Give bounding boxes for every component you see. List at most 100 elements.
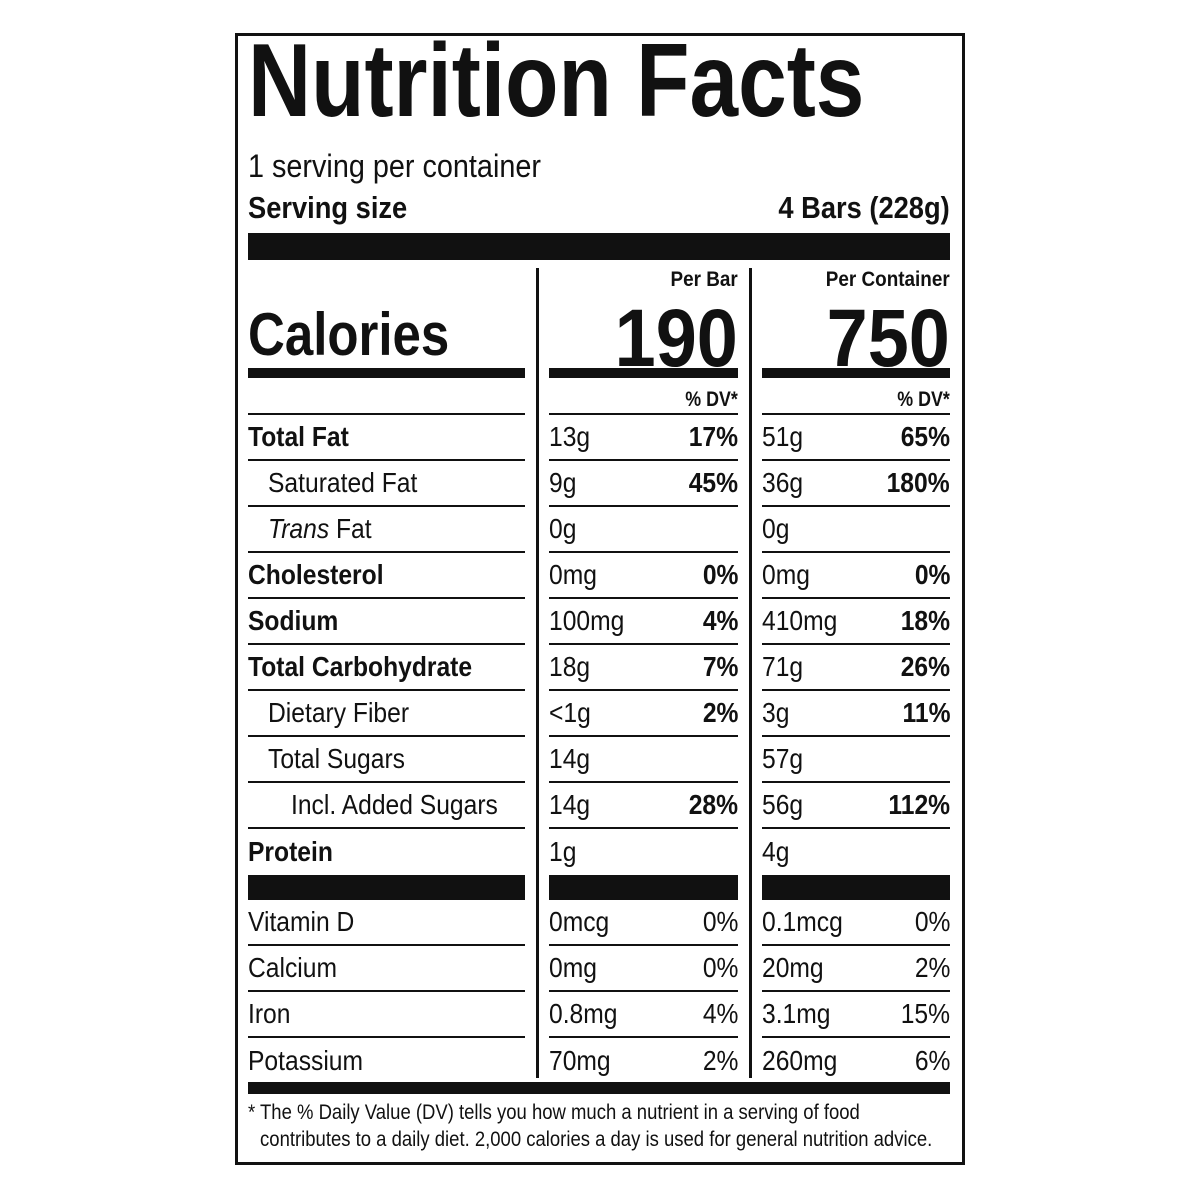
nutrient-label: Iron	[248, 992, 525, 1038]
nutrient-label-text: Incl. Added Sugars	[291, 789, 498, 820]
per-bar-cell: <1g 2%	[549, 691, 738, 737]
nutrient-label-text: Cholesterol	[248, 559, 384, 590]
dv-header-text: % DV*	[685, 388, 738, 411]
nutrient-label-text: Calcium	[248, 952, 338, 983]
per-container-cell: 71g 26%	[762, 645, 950, 691]
amount-value: 260mg	[762, 1045, 838, 1076]
per-container-cell: 51g 65%	[762, 415, 950, 461]
amount-value: 3.1mg	[762, 998, 831, 1029]
nutrient-label: Sodium	[248, 599, 525, 645]
nutrient-label: Calcium	[248, 946, 525, 992]
nutrition-label-border	[235, 33, 965, 1165]
nutrient-label: Total Carbohydrate	[248, 645, 525, 691]
amount-value: 71g	[762, 651, 804, 682]
per-container-cell: 3g 11%	[762, 691, 950, 737]
per-bar-cell: 18g 7%	[549, 645, 738, 691]
vitamin-table: Vitamin D 0mcg 0% 0.1mcg 0% Calcium 0mg 0% 20mg 2…	[248, 900, 950, 1084]
per-container-cell: 3.1mg 15%	[762, 992, 950, 1038]
amount-value: 20mg	[762, 952, 824, 983]
amount-value: 0.1mcg	[762, 906, 843, 937]
amount-value: 36g	[762, 467, 804, 498]
nutrient-label: Dietary Fiber	[248, 691, 525, 737]
title-text: Nutrition Facts	[248, 23, 865, 139]
table-row: Saturated Fat 9g 45% 36g 180%	[248, 461, 950, 507]
per-bar-cell: 0.8mg 4%	[549, 992, 738, 1038]
per-container-cell: 260mg 6%	[762, 1038, 950, 1084]
nutrient-label-text: Potassium	[248, 1045, 364, 1076]
per-container-cell: 0g	[762, 507, 950, 553]
daily-value-percent: 17%	[688, 421, 738, 452]
daily-value-percent: 11%	[902, 697, 950, 728]
daily-value-percent: 45%	[688, 467, 738, 498]
per-bar-cell: 14g	[549, 737, 738, 783]
calories-label-cell: Calories	[248, 268, 525, 378]
footnote-line: * The % Daily Value (DV) tells you how m…	[248, 1100, 860, 1124]
serving-size-value: 4 Bars (228g)	[778, 190, 950, 225]
thick-divider	[248, 875, 525, 900]
daily-value-percent: 6%	[914, 1045, 950, 1076]
daily-value-percent: 0%	[914, 559, 950, 590]
label-title: Nutrition Facts	[248, 26, 982, 136]
dv-header-per-bar: % DV*	[549, 378, 738, 415]
amount-value: 14g	[549, 743, 591, 774]
amount-value: <1g	[549, 697, 591, 728]
nutrient-label: Saturated Fat	[248, 461, 525, 507]
nutrient-table: Total Fat 13g 17% 51g 65% Saturated Fat 9g 45% 3…	[248, 415, 950, 875]
per-container-cell: 0.1mcg 0%	[762, 900, 950, 946]
per-container-cell: 0mg 0%	[762, 553, 950, 599]
per-container-header: Per Container	[812, 268, 950, 292]
thick-divider	[762, 875, 950, 900]
thick-divider	[549, 875, 738, 900]
per-bar-cell: 0g	[549, 507, 738, 553]
nutrient-label-text: Protein	[248, 836, 333, 867]
amount-value: 0.8mg	[549, 998, 618, 1029]
calories-label: Calories	[248, 300, 485, 370]
daily-value-percent: 112%	[888, 789, 950, 820]
nutrient-label: Total Fat	[248, 415, 525, 461]
per-bar-cell: 0mg 0%	[549, 553, 738, 599]
amount-value: 1g	[549, 836, 577, 867]
nutrient-label: Cholesterol	[248, 553, 525, 599]
amount-value: 56g	[762, 789, 804, 820]
table-row: Cholesterol 0mg 0% 0mg 0%	[248, 553, 950, 599]
nutrient-label-text: Dietary Fiber	[268, 697, 410, 728]
daily-value-percent: 18%	[900, 605, 950, 636]
per-bar-cell: 0mcg 0%	[549, 900, 738, 946]
calories-per-container: Per Container 750	[762, 268, 950, 384]
serving-size-row: Serving size 4 Bars (228g)	[248, 188, 950, 228]
table-row: Incl. Added Sugars 14g 28% 56g 112%	[248, 783, 950, 829]
amount-value: 410mg	[762, 605, 838, 636]
per-container-header-text: Per Container	[826, 268, 950, 291]
amount-value: 13g	[549, 421, 591, 452]
serving-size-label: Serving size	[248, 190, 408, 225]
nutrient-label: Trans Fat	[248, 507, 525, 553]
calories-divider	[762, 368, 950, 378]
per-container-cell: 20mg 2%	[762, 946, 950, 992]
daily-value-percent: 65%	[900, 421, 950, 452]
nutrient-label-text: Sodium	[248, 605, 339, 636]
amount-value: 0mg	[762, 559, 810, 590]
thick-divider	[248, 1082, 950, 1094]
per-bar-cell: 100mg 4%	[549, 599, 738, 645]
daily-value-percent: 28%	[688, 789, 738, 820]
amount-value: 70mg	[549, 1045, 611, 1076]
daily-value-percent: 7%	[702, 651, 738, 682]
daily-value-percent: 15%	[900, 998, 950, 1029]
per-bar-header-text: Per Bar	[670, 268, 738, 291]
nutrient-label: Protein	[248, 829, 525, 875]
per-container-cell: 57g	[762, 737, 950, 783]
nutrient-label-text: Vitamin D	[248, 906, 355, 937]
daily-value-percent: 0%	[702, 559, 738, 590]
nutrient-label-text: Trans Fat	[268, 513, 372, 545]
nutrient-label-text: Iron	[248, 998, 291, 1029]
per-container-cell: 4g	[762, 829, 950, 875]
dv-header-per-container: % DV*	[762, 378, 950, 415]
amount-value: 0mcg	[549, 906, 610, 937]
per-bar-header: Per Bar	[663, 268, 738, 292]
calories-label-text: Calories	[248, 301, 450, 368]
calories-per-bar: Per Bar 190	[549, 268, 738, 384]
table-row: Potassium 70mg 2% 260mg 6%	[248, 1038, 950, 1084]
per-container-cell: 36g 180%	[762, 461, 950, 507]
per-container-cell: 56g 112%	[762, 783, 950, 829]
table-row: Iron 0.8mg 4% 3.1mg 15%	[248, 992, 950, 1038]
